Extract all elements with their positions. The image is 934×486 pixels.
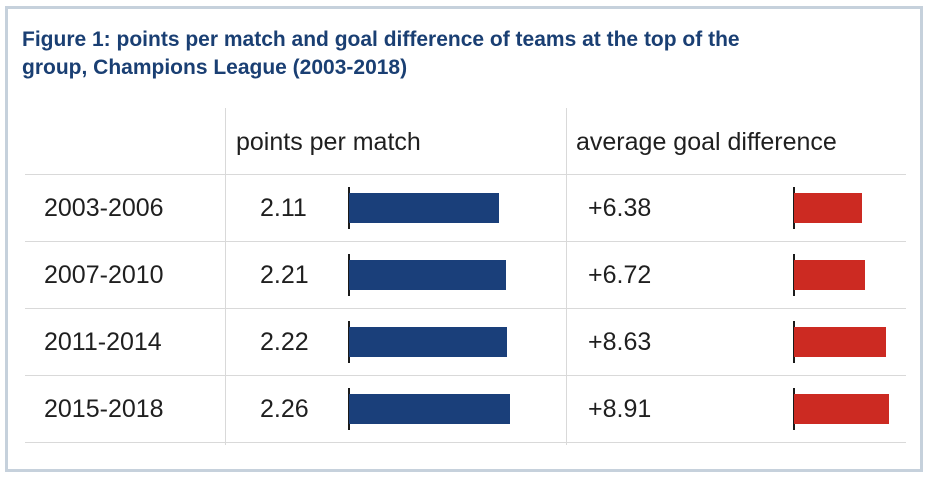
column-divider-1 xyxy=(225,108,226,445)
goal-difference-value-label: +8.91 xyxy=(588,394,652,423)
chart-title-line-1: Figure 1: points per match and goal diff… xyxy=(22,28,740,51)
points-value-label: 2.26 xyxy=(260,394,309,423)
points-value-label: 2.21 xyxy=(260,260,309,289)
goal-difference-bar xyxy=(794,192,862,223)
period-label: 2003-2006 xyxy=(44,193,164,222)
row-separator xyxy=(25,442,906,443)
chart-title-line-2: group, Champions League (2003-2018) xyxy=(22,56,408,79)
row-separator xyxy=(25,308,906,309)
goal-difference-bar xyxy=(794,326,886,357)
period-label: 2007-2010 xyxy=(44,260,164,289)
period-label: 2011-2014 xyxy=(44,327,162,356)
column-header-points: points per match xyxy=(236,128,421,156)
goal-difference-value-label: +6.72 xyxy=(588,260,652,289)
row-separator xyxy=(25,375,906,376)
goal-difference-value-label: +8.63 xyxy=(588,327,652,356)
points-bar xyxy=(349,326,507,357)
column-divider-2 xyxy=(566,108,567,445)
period-label: 2015-2018 xyxy=(44,394,164,423)
goal-difference-value-label: +6.38 xyxy=(588,193,652,222)
points-bar xyxy=(349,393,510,424)
chart-title: Figure 1: points per match and goal diff… xyxy=(22,26,902,82)
points-bar xyxy=(349,192,499,223)
goal-difference-bar xyxy=(794,259,865,290)
row-separator xyxy=(25,241,906,242)
points-value-label: 2.11 xyxy=(260,193,307,222)
row-separator xyxy=(25,174,906,175)
points-bar xyxy=(349,259,506,290)
column-header-goal-difference: average goal difference xyxy=(576,128,837,156)
points-value-label: 2.22 xyxy=(260,327,309,356)
goal-difference-bar xyxy=(794,393,889,424)
